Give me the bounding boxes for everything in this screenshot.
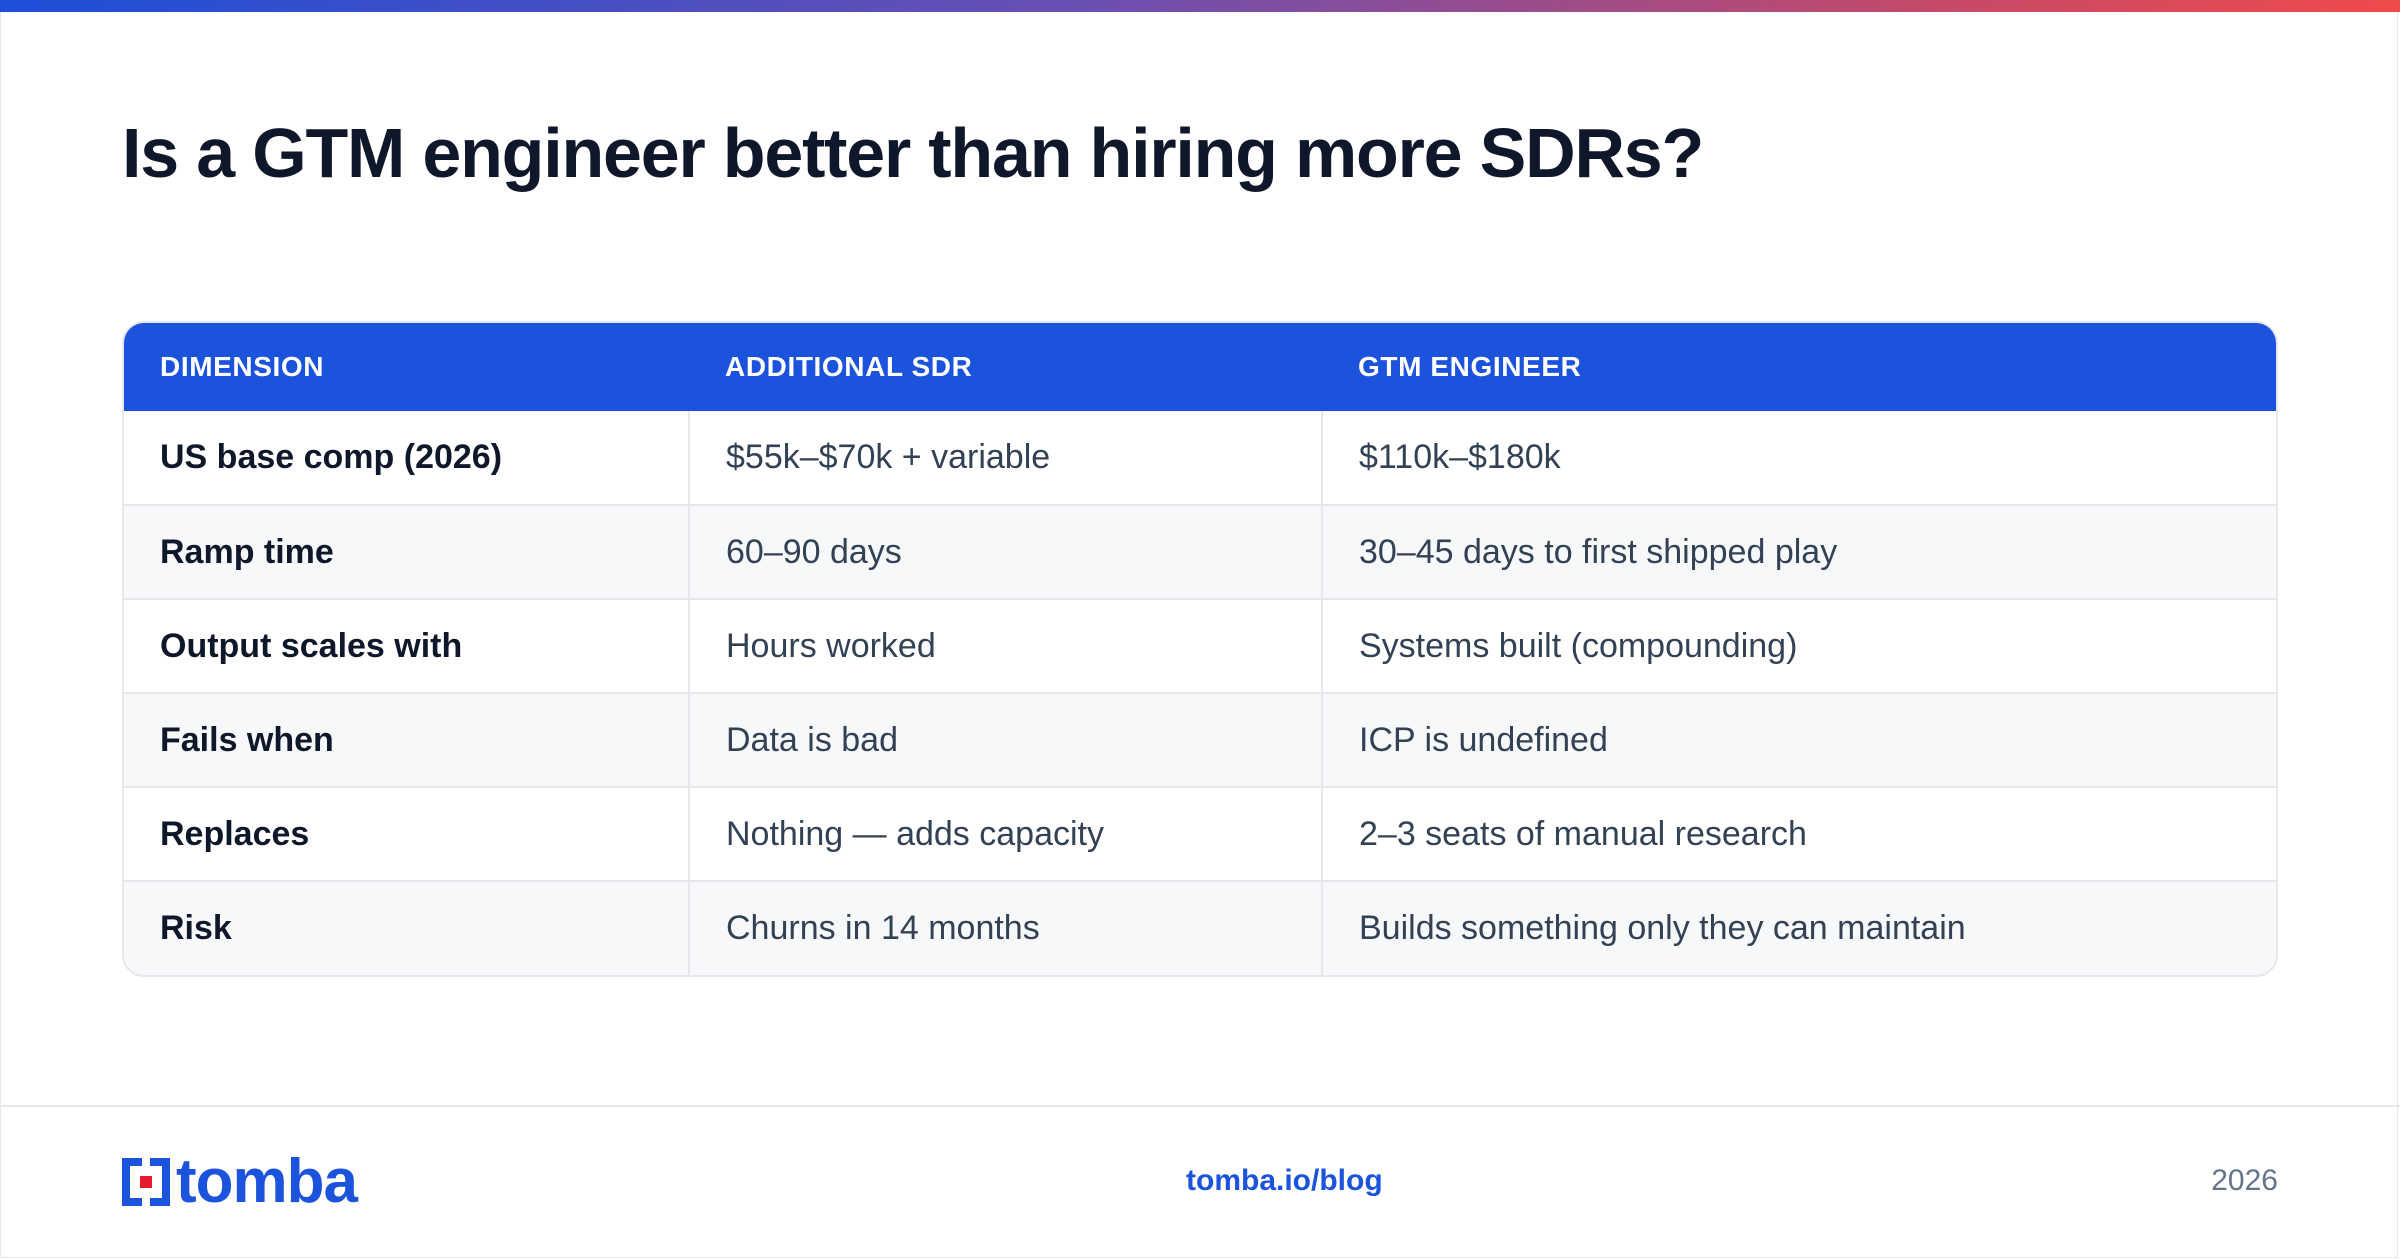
top-gradient-bar (0, 0, 2400, 12)
tomba-logo-icon (122, 1158, 170, 1206)
header-additional-sdr: ADDITIONAL SDR (689, 323, 1322, 411)
row-gtm-value: Builds something only they can maintain (1321, 880, 2276, 975)
row-dimension: US base comp (2026) (160, 438, 503, 476)
row-sdr-value: Hours worked (688, 598, 1322, 693)
table-row: Ramp time 60–90 days 30–45 days to first… (124, 504, 2276, 599)
row-dimension: Output scales with (124, 598, 689, 693)
page-title: Is a GTM engineer better than hiring mor… (122, 114, 1704, 192)
row-dimension: Risk (124, 880, 689, 975)
row-gtm-value: 2–3 seats of manual research (1321, 786, 2276, 881)
table-header-row: DIMENSION ADDITIONAL SDR GTM ENGINEER (124, 323, 2276, 411)
row-gtm-value: 30–45 days to first shipped play (1321, 504, 2276, 599)
row-gtm-value: $110k–$180k (1321, 411, 2276, 505)
table-row: Risk Churns in 14 months Builds somethin… (124, 880, 2276, 975)
row-sdr-value: Churns in 14 months (688, 880, 1322, 975)
row-sdr-value: 60–90 days (688, 504, 1322, 599)
blog-link[interactable]: tomba.io/blog (1186, 1164, 1383, 1197)
row-dimension: Fails when (124, 692, 689, 787)
footer-divider (0, 1105, 2400, 1107)
logo-wordmark: tomba (176, 1147, 358, 1216)
row-dimension: Ramp time (124, 504, 689, 599)
header-gtm-engineer: GTM ENGINEER (1322, 323, 2276, 411)
table-row: Fails when Data is bad ICP is undefined (124, 692, 2276, 787)
tomba-logo[interactable]: tomba (122, 1147, 358, 1216)
header-dimension: DIMENSION (124, 323, 689, 411)
row-sdr-value: Nothing — adds capacity (688, 786, 1322, 881)
table-row: Replaces Nothing — adds capacity 2–3 sea… (124, 786, 2276, 881)
row-gtm-value: ICP is undefined (1321, 692, 2276, 787)
row-sdr-value: $55k–$70k + variable (688, 411, 1322, 505)
footer-year: 2026 (2211, 1164, 2278, 1197)
row-gtm-value: Systems built (compounding) (1321, 598, 2276, 693)
row-dimension: Replaces (124, 786, 689, 881)
comparison-table: DIMENSION ADDITIONAL SDR GTM ENGINEER US… (122, 321, 2278, 977)
table-row: Output scales with Hours worked Systems … (124, 598, 2276, 693)
table-row: US base comp (2026) $55k–$70k + variable… (124, 411, 2276, 505)
row-sdr-value: Data is bad (688, 692, 1322, 787)
